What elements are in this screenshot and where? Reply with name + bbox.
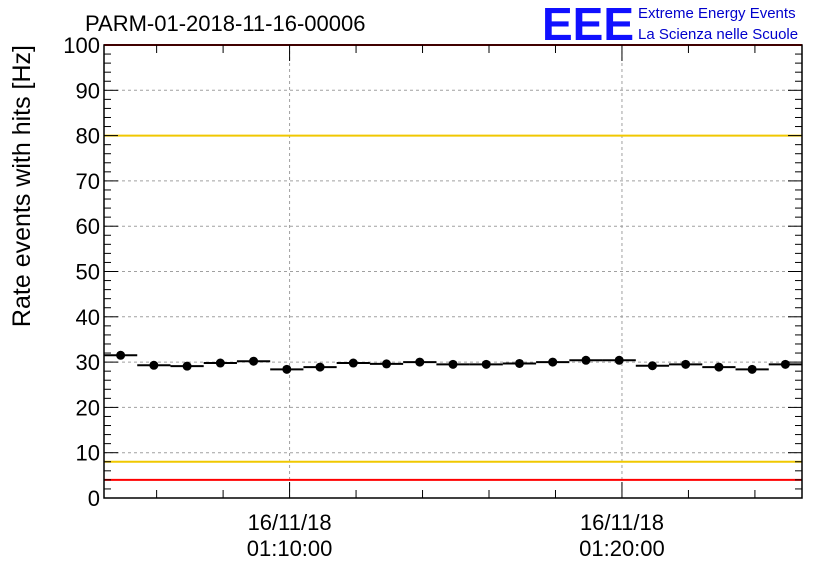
- data-point: [436, 359, 470, 369]
- eee-logo-mark: EEE: [542, 0, 634, 50]
- point-marker: [581, 355, 591, 365]
- eee-logo: EEE Extreme Energy Events La Scienza nel…: [542, 0, 798, 50]
- logo-line-1: Extreme Energy Events: [638, 5, 796, 22]
- y-tick-label: 40: [76, 305, 100, 330]
- data-point: [403, 357, 437, 367]
- data-point: [768, 359, 802, 369]
- data-point: [236, 356, 271, 366]
- y-tick-label: 100: [63, 33, 100, 58]
- point-marker: [681, 359, 691, 369]
- x-tick-date: 16/11/18: [248, 510, 332, 535]
- logo-line-2: La Scienza nelle Scuole: [638, 26, 798, 43]
- data-point: [702, 362, 736, 372]
- data-point: [303, 362, 337, 372]
- y-tick-label: 20: [76, 395, 100, 420]
- data-point: [602, 355, 636, 365]
- y-tick-label: 0: [88, 486, 100, 511]
- data-point: [735, 364, 769, 374]
- point-marker: [747, 364, 757, 374]
- data-point: [203, 358, 237, 368]
- run-title: PARM-01-2018-11-16-00006: [85, 11, 365, 36]
- point-marker: [714, 362, 724, 372]
- point-marker: [116, 350, 126, 360]
- point-marker: [182, 361, 192, 371]
- point-marker: [614, 355, 624, 365]
- data-point: [369, 359, 404, 369]
- y-tick-labels: 0 10 20 30 40 50 60 70 80 90 100: [63, 33, 100, 511]
- point-marker: [249, 356, 259, 366]
- x-tick-time: 01:20:00: [579, 536, 665, 561]
- data-point: [170, 361, 204, 371]
- point-marker: [415, 357, 425, 367]
- y-tick-label: 80: [76, 124, 100, 149]
- plot-frame: [103, 44, 803, 499]
- data-point: [536, 357, 570, 367]
- data-point: [635, 361, 670, 371]
- data-point: [104, 350, 138, 360]
- point-marker: [548, 357, 558, 367]
- point-marker: [481, 359, 491, 369]
- grid-lines: [104, 45, 802, 498]
- point-marker: [149, 360, 159, 370]
- point-marker: [215, 358, 225, 368]
- point-marker: [382, 359, 392, 369]
- data-points: [104, 350, 802, 374]
- data-point: [469, 359, 503, 369]
- x-tick-date: 16/11/18: [580, 510, 664, 535]
- point-marker: [780, 359, 790, 369]
- point-marker: [315, 362, 325, 372]
- point-marker: [282, 364, 292, 374]
- point-marker: [348, 358, 358, 368]
- point-marker: [647, 361, 657, 371]
- data-point: [336, 358, 370, 368]
- data-point: [569, 355, 603, 365]
- y-tick-label: 60: [76, 214, 100, 239]
- y-tick-label: 90: [76, 78, 100, 103]
- point-marker: [514, 358, 524, 368]
- y-tick-label: 10: [76, 441, 100, 466]
- y-tick-label: 50: [76, 260, 100, 285]
- y-tick-label: 30: [76, 350, 100, 375]
- data-point: [137, 360, 171, 370]
- y-axis-title: Rate events with hits [Hz]: [8, 45, 36, 327]
- point-marker: [448, 359, 458, 369]
- reference-lines: [104, 44, 802, 481]
- x-tick-time: 01:10:00: [247, 536, 333, 561]
- data-point: [270, 364, 304, 374]
- data-point: [669, 359, 703, 369]
- data-point: [502, 358, 537, 368]
- y-tick-label: 70: [76, 169, 100, 194]
